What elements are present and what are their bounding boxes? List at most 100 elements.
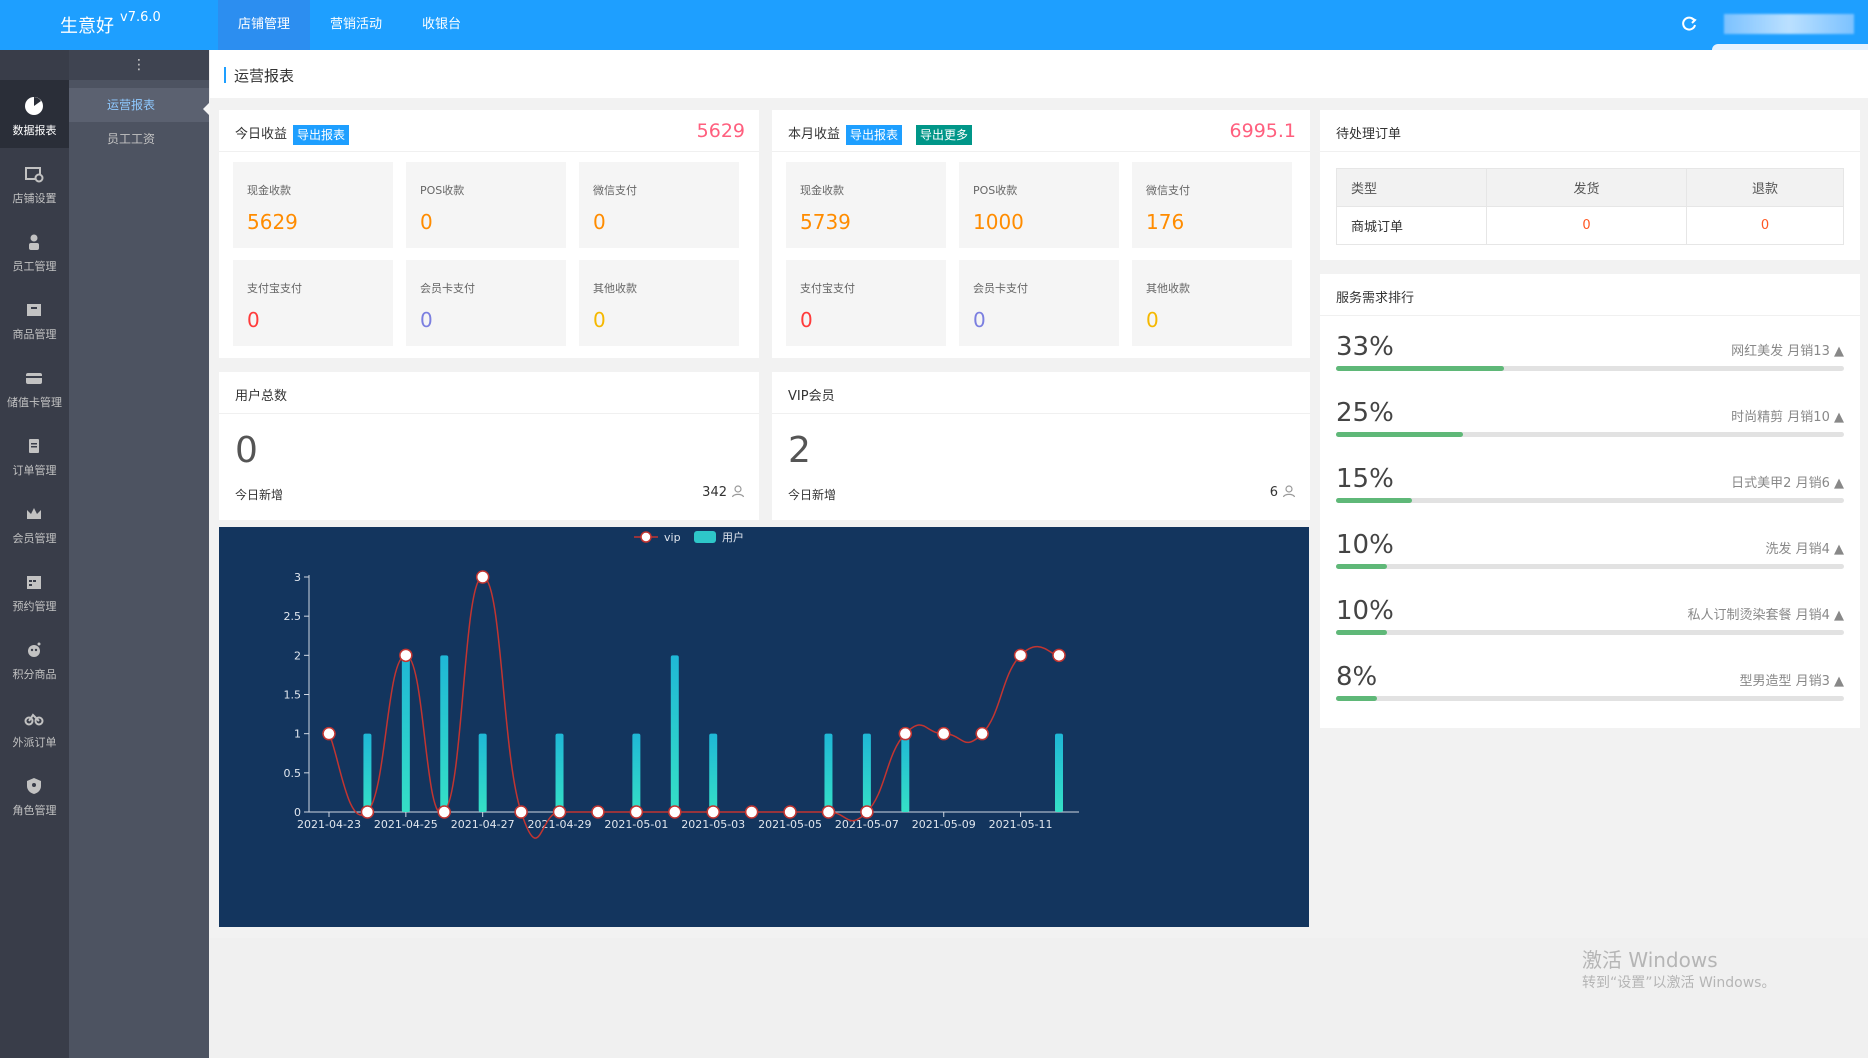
sidebar-item-label: 积分商品 xyxy=(12,668,57,681)
card-title: VIP会员 xyxy=(788,389,835,404)
table-cell[interactable]: 0 xyxy=(1486,206,1687,245)
bar-user xyxy=(1055,733,1063,812)
point-vip xyxy=(936,726,951,741)
card-title: 服务需求排行 xyxy=(1336,291,1415,306)
sidebar-item-stored-value-cards[interactable]: 储值卡管理 xyxy=(0,352,69,420)
x-tick-label: 2021-05-09 xyxy=(912,818,976,831)
app-name: 生意好 xyxy=(60,16,114,37)
x-tick-label: 2021-04-27 xyxy=(451,818,515,831)
top-nav-cashier[interactable]: 收银台 xyxy=(422,17,462,32)
top-nav: 店铺管理 营销活动 收银台 xyxy=(218,0,481,50)
bar-user xyxy=(901,733,910,812)
tile-value: 0 xyxy=(593,210,606,234)
ranking-percent: 10% xyxy=(1336,530,1394,560)
card-title: 用户总数 xyxy=(235,389,288,404)
subnav-operations-report[interactable]: 运营报表 xyxy=(69,88,209,122)
point-vip xyxy=(591,805,605,819)
tile-label: 其他收款 xyxy=(593,282,637,295)
sidebar-item-orders[interactable]: 订单管理 xyxy=(0,420,69,488)
sidebar-item-store-settings[interactable]: 店铺设置 xyxy=(0,148,69,216)
ranking-percent: 25% xyxy=(1336,398,1394,428)
legend-user-marker xyxy=(694,531,716,543)
sidebar-item-roles[interactable]: 角色管理 xyxy=(0,760,69,828)
bar-user xyxy=(709,733,718,812)
stat-tile: 现金收款 5629 xyxy=(233,162,393,248)
store-settings-icon xyxy=(25,167,44,183)
main-sidebar: 数据报表 店铺设置 员工管理 商品管理 储值卡管理 订单管理 会员管理 预约管理… xyxy=(0,50,69,1058)
point-vip xyxy=(514,805,528,819)
vip-member-card: VIP会员 2 今日新增 6 xyxy=(772,372,1310,520)
x-tick-label: 2021-04-29 xyxy=(528,818,592,831)
ranking-percent: 8% xyxy=(1336,662,1378,692)
sidebar-item-label: 预约管理 xyxy=(12,600,57,613)
ranking-name: 日式美甲2 月销6 ▲ xyxy=(1731,472,1844,491)
stat-tile: 支付宝支付 0 xyxy=(233,260,393,346)
user-menu[interactable] xyxy=(1724,14,1854,34)
ranking-percent: 10% xyxy=(1336,596,1394,626)
top-nav-marketing[interactable]: 营销活动 xyxy=(330,17,383,32)
ranking-progress-fill xyxy=(1336,630,1387,635)
sidebar-item-products[interactable]: 商品管理 xyxy=(0,284,69,352)
today-new-label: 今日新增 xyxy=(235,488,284,502)
app-logo[interactable]: 生意好 v7.6.0 xyxy=(0,0,210,50)
calendar-icon xyxy=(27,576,41,589)
refresh-icon[interactable] xyxy=(1680,15,1700,35)
stat-tile: POS收款 1000 xyxy=(959,162,1119,248)
export-report-button[interactable]: 导出报表 xyxy=(293,124,350,145)
x-tick-label: 2021-05-03 xyxy=(681,818,745,831)
ranking-item: 15% 日式美甲2 月销6 ▲ xyxy=(1336,464,1844,524)
ranking-name-text: 日式美甲2 月销6 xyxy=(1731,476,1830,491)
point-vip xyxy=(1052,648,1066,663)
ranking-name-text: 网红美发 月销13 xyxy=(1731,344,1830,359)
y-tick-label: 2 xyxy=(294,649,301,662)
card-title: 待处理订单 xyxy=(1336,127,1402,142)
subnav-staff-salary[interactable]: 员工工资 xyxy=(107,132,156,146)
ranking-percent: 15% xyxy=(1336,464,1394,494)
table-header-row: 类型 发货 退款 xyxy=(1336,168,1844,207)
export-more-button[interactable]: 导出更多 xyxy=(916,124,973,145)
tile-value: 0 xyxy=(247,308,260,332)
top-nav-store[interactable]: 店铺管理 xyxy=(218,0,311,50)
sidebar-item-members[interactable]: 会员管理 xyxy=(0,488,69,556)
sidebar-collapse-toggle[interactable]: ⋮ xyxy=(69,50,209,80)
table-cell: 商城订单 xyxy=(1336,206,1487,245)
sidebar-item-dispatch-orders[interactable]: 外派订单 xyxy=(0,692,69,760)
sidebar-item-label: 员工管理 xyxy=(12,260,57,273)
ranking-name-text: 时尚精剪 月销10 xyxy=(1731,410,1830,425)
y-tick-label: 0 xyxy=(294,806,301,819)
point-vip xyxy=(475,570,490,584)
bar-user xyxy=(440,655,449,812)
gift-icon xyxy=(28,642,41,657)
top-bar: 生意好 v7.6.0 店铺管理 营销活动 收银台 xyxy=(0,0,1868,50)
point-vip xyxy=(898,726,913,741)
tile-value: 0 xyxy=(593,308,606,332)
tile-label: POS收款 xyxy=(420,184,465,197)
x-tick-label: 2021-04-23 xyxy=(297,818,361,831)
caret-up-icon: ▲ xyxy=(1834,476,1844,491)
bar-user xyxy=(824,733,833,812)
bar-user xyxy=(401,655,410,812)
ranking-percent: 33% xyxy=(1336,332,1394,362)
ranking-name-text: 洗发 月销4 xyxy=(1765,542,1830,557)
stat-tile: 微信支付 0 xyxy=(579,162,739,248)
table-row[interactable]: 商城订单 0 0 xyxy=(1336,206,1844,245)
point-vip xyxy=(360,805,375,819)
sidebar-item-staff[interactable]: 员工管理 xyxy=(0,216,69,284)
sidebar-item-points-goods[interactable]: 积分商品 xyxy=(0,624,69,692)
tile-label: 现金收款 xyxy=(800,184,844,197)
vip-total-value: 2 xyxy=(788,430,811,471)
card-icon xyxy=(26,373,42,384)
bar-user xyxy=(363,733,372,812)
tile-value: 5629 xyxy=(247,210,298,234)
table-cell[interactable]: 0 xyxy=(1686,206,1844,245)
legend-vip-marker xyxy=(640,531,652,543)
tile-label: 现金收款 xyxy=(247,184,291,197)
export-report-button[interactable]: 导出报表 xyxy=(846,124,903,145)
sidebar-item-reports[interactable]: 数据报表 xyxy=(0,80,69,148)
sidebar-item-appointments[interactable]: 预约管理 xyxy=(0,556,69,624)
card-header: 服务需求排行 xyxy=(1320,274,1860,316)
point-vip xyxy=(437,805,452,819)
ranking-progress-track xyxy=(1336,432,1844,437)
table-header: 发货 xyxy=(1486,168,1687,207)
stat-tile: 微信支付 176 xyxy=(1132,162,1292,248)
